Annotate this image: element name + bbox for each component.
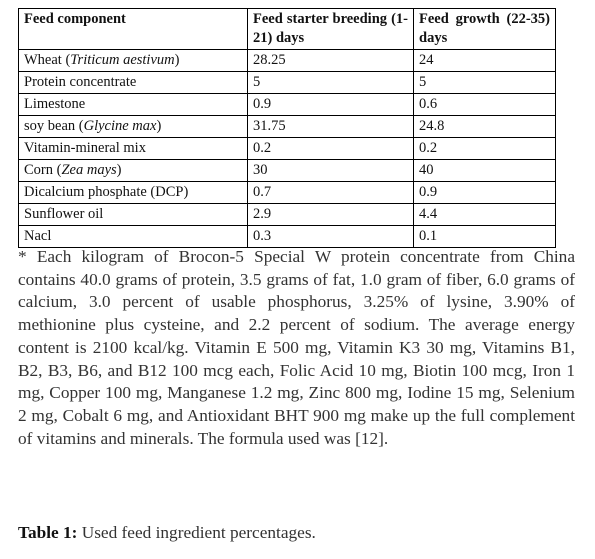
table-cell: 28.25 bbox=[247, 49, 414, 72]
table-row: Corn (Zea mays) 30 40 bbox=[18, 159, 556, 182]
table-cell: 0.7 bbox=[247, 181, 414, 204]
table-cell: 40 bbox=[413, 159, 556, 182]
table-cell: 5 bbox=[413, 71, 556, 94]
cell-text: ) bbox=[116, 162, 122, 178]
table-cell: Dicalcium phosphate (DCP) bbox=[18, 181, 248, 204]
table-cell: 4.4 bbox=[413, 203, 556, 226]
header-cell: Feed component bbox=[18, 8, 248, 50]
table-row: Limestone 0.9 0.6 bbox=[18, 93, 556, 116]
table-row: Sunflower oil 2.9 4.4 bbox=[18, 203, 556, 226]
table-row: soy bean (Glycine max) 31.75 24.8 bbox=[18, 115, 556, 138]
cell-text: soy bean ( bbox=[24, 118, 84, 134]
cell-text: Zea mays bbox=[61, 162, 117, 178]
table-body: Wheat (Triticum aestivum) 28.25 24 Protein … bbox=[18, 49, 556, 248]
caption-text: Used feed ingredient percentages. bbox=[81, 523, 316, 542]
table-cell: 2.9 bbox=[247, 203, 414, 226]
table-row: Nacl 0.3 0.1 bbox=[18, 225, 556, 248]
table-cell: 0.9 bbox=[247, 93, 414, 116]
cell-text: ) bbox=[156, 118, 162, 134]
table-cell: 31.75 bbox=[247, 115, 414, 138]
table-cell: Protein concentrate bbox=[18, 71, 248, 94]
table-cell: 0.9 bbox=[413, 181, 556, 204]
table-cell: 0.2 bbox=[413, 137, 556, 160]
cell-text: Corn ( bbox=[24, 162, 62, 178]
table-cell: Limestone bbox=[18, 93, 248, 116]
table-cell: Nacl bbox=[18, 225, 248, 248]
table-cell: 0.6 bbox=[413, 93, 556, 116]
footnote: * Each kilogram of Brocon-5 Special W pr… bbox=[18, 247, 575, 448]
header-cell: Feed growth (22-35) days bbox=[413, 8, 556, 50]
cell-text: Wheat ( bbox=[24, 52, 71, 68]
table-cell: 0.1 bbox=[413, 225, 556, 248]
table-cell: Corn (Zea mays) bbox=[18, 159, 248, 182]
header-row: Feed component Feed starter breeding (1-… bbox=[18, 8, 556, 50]
table-cell: Sunflower oil bbox=[18, 203, 248, 226]
table-cell: 5 bbox=[247, 71, 414, 94]
table-cell: 0.2 bbox=[247, 137, 414, 160]
table-cell: 30 bbox=[247, 159, 414, 182]
feed-table: Feed component Feed starter breeding (1-… bbox=[18, 8, 556, 248]
caption: Table 1: Used feed ingredient percentage… bbox=[18, 523, 316, 543]
caption-label: Table 1: bbox=[18, 523, 78, 542]
table-cell: Vitamin-mineral mix bbox=[18, 137, 248, 160]
table-row: Protein concentrate 5 5 bbox=[18, 71, 556, 94]
table-cell: Wheat (Triticum aestivum) bbox=[18, 49, 248, 72]
table-cell: 0.3 bbox=[247, 225, 414, 248]
table-row: Vitamin-mineral mix 0.2 0.2 bbox=[18, 137, 556, 160]
table-row: Dicalcium phosphate (DCP) 0.7 0.9 bbox=[18, 181, 556, 204]
header-cell: Feed starter breeding (1-21) days bbox=[247, 8, 414, 50]
table-cell: 24.8 bbox=[413, 115, 556, 138]
cell-text: Triticum aestivum bbox=[70, 52, 175, 68]
cell-text: ) bbox=[174, 52, 180, 68]
cell-text: Glycine max bbox=[83, 118, 157, 134]
table-row: Wheat (Triticum aestivum) 28.25 24 bbox=[18, 49, 556, 72]
table-cell: soy bean (Glycine max) bbox=[18, 115, 248, 138]
table-cell: 24 bbox=[413, 49, 556, 72]
